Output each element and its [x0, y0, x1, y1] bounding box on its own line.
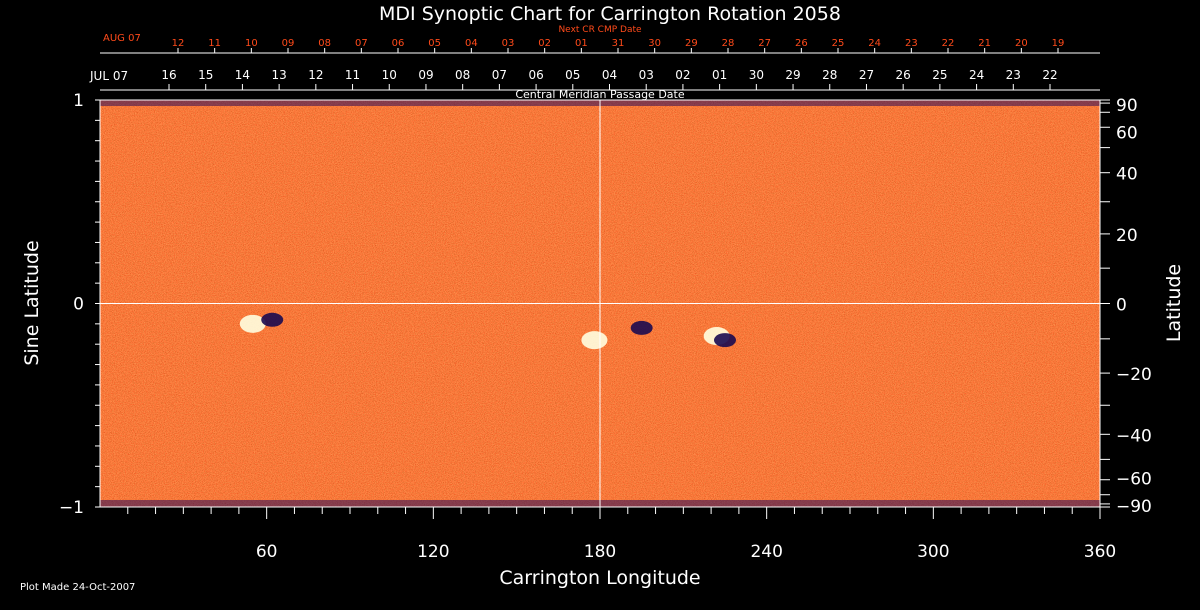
next-cr-date-label: 06 — [392, 38, 405, 49]
cmp-date-label: 07 — [492, 68, 507, 82]
cmp-date-label: 12 — [308, 68, 323, 82]
y-axis-left-label: Sine Latitude — [21, 240, 43, 365]
next-cr-date-label: 08 — [318, 38, 331, 49]
cmp-date-label: 09 — [418, 68, 433, 82]
cmp-date-label: 27 — [859, 68, 874, 82]
cmp-date-label: 24 — [969, 68, 984, 82]
cmp-start-label: JUL 07 — [89, 69, 128, 83]
next-cr-date-label: 22 — [942, 38, 955, 49]
cmp-date-label: 25 — [932, 68, 947, 82]
next-cr-date-label: 24 — [868, 38, 881, 49]
y-right-tick-label: 40 — [1116, 165, 1138, 185]
y-right-tick-label: 20 — [1116, 226, 1138, 246]
next-cr-date-label: 02 — [538, 38, 551, 49]
x-tick-label: 180 — [584, 542, 616, 562]
next-cr-date-label: 07 — [355, 38, 368, 49]
y-right-tick-label: −90 — [1116, 497, 1152, 517]
active-region-positive — [239, 314, 266, 333]
y-right-tick-label: 0 — [1116, 296, 1127, 316]
y-axis-right: 90 60 40 20 0 −20 −40 −60 −90 — [1100, 96, 1152, 517]
cmp-date-label: 30 — [749, 68, 764, 82]
next-cr-date-label: 12 — [172, 38, 185, 49]
next-cr-date-label: 21 — [978, 38, 991, 49]
next-cr-date-label: 03 — [502, 38, 515, 49]
next-cr-date-label: 23 — [905, 38, 918, 49]
x-tick-label: 60 — [256, 542, 278, 562]
cmp-date-label: 16 — [161, 68, 176, 82]
x-axis-label: Carrington Longitude — [499, 567, 700, 589]
cmp-date-label: 13 — [271, 68, 286, 82]
next-cr-start-label: AUG 07 — [103, 33, 141, 44]
next-cr-date-label: 29 — [685, 38, 698, 49]
y-axis-right-label: Latitude — [1163, 264, 1185, 342]
next-cr-date-label: 01 — [575, 38, 588, 49]
x-tick-label: 360 — [1084, 542, 1116, 562]
next-cr-date-label: 30 — [648, 38, 661, 49]
x-axis: 60 120 180 240 300 360 — [127, 507, 1116, 562]
chart-title: MDI Synoptic Chart for Carrington Rotati… — [379, 3, 841, 25]
cmp-date-label: 10 — [382, 68, 397, 82]
plot-made-note: Plot Made 24-Oct-2007 — [20, 582, 135, 593]
cmp-date-label: 04 — [602, 68, 617, 82]
date-axes: Next CR CMP Date AUG 07 JUL 07 Central M… — [89, 25, 1100, 101]
active-region-positive — [581, 331, 608, 350]
next-cr-date-label: 27 — [758, 38, 771, 49]
next-cr-date-label: 05 — [428, 38, 441, 49]
next-cr-date-label: 25 — [832, 38, 845, 49]
next-cr-axis-title: Next CR CMP Date — [558, 25, 642, 35]
y-right-tick-label: −60 — [1116, 470, 1152, 490]
y-right-tick-label: −20 — [1116, 365, 1152, 385]
active-regions — [239, 312, 736, 350]
cmp-date-label: 11 — [345, 68, 360, 82]
active-region-negative — [261, 312, 284, 327]
y-right-tick-label: 60 — [1116, 123, 1138, 143]
y-left-tick-label: −1 — [59, 498, 84, 518]
cmp-date-label: 23 — [1006, 68, 1021, 82]
cmp-date-label: 02 — [675, 68, 690, 82]
cmp-date-label: 14 — [235, 68, 250, 82]
cmp-date-label: 15 — [198, 68, 213, 82]
y-right-tick-label: −40 — [1116, 426, 1152, 446]
next-cr-date-label: 20 — [1015, 38, 1028, 49]
next-cr-date-label: 26 — [795, 38, 808, 49]
cmp-date-label: 29 — [785, 68, 800, 82]
cmp-date-label: 03 — [639, 68, 654, 82]
cmp-date-label: 06 — [528, 68, 543, 82]
next-cr-date-label: 19 — [1052, 38, 1065, 49]
y-left-tick-label: 1 — [73, 91, 84, 111]
x-tick-label: 300 — [917, 542, 949, 562]
cmp-date-label: 01 — [712, 68, 727, 82]
next-cr-date-label: 11 — [208, 38, 221, 49]
cmp-date-label: 08 — [455, 68, 470, 82]
x-tick-label: 120 — [417, 542, 449, 562]
next-cr-date-label: 28 — [722, 38, 735, 49]
y-left-tick-label: 0 — [73, 295, 84, 315]
active-region-negative — [630, 320, 653, 335]
next-cr-date-label: 10 — [245, 38, 258, 49]
next-cr-date-label: 04 — [465, 38, 478, 49]
next-cr-date-label: 31 — [612, 38, 625, 49]
cmp-date-label: 26 — [896, 68, 911, 82]
x-tick-label: 240 — [750, 542, 782, 562]
y-axis-left: 1 0 −1 — [59, 91, 100, 518]
cmp-date-label: 22 — [1042, 68, 1057, 82]
next-cr-date-label: 09 — [282, 38, 295, 49]
cmp-axis-title: Central Meridian Passage Date — [515, 88, 684, 101]
y-right-tick-label: 90 — [1116, 96, 1138, 116]
active-region-negative — [714, 333, 736, 348]
cmp-date-label: 05 — [565, 68, 580, 82]
cmp-date-label: 28 — [822, 68, 837, 82]
